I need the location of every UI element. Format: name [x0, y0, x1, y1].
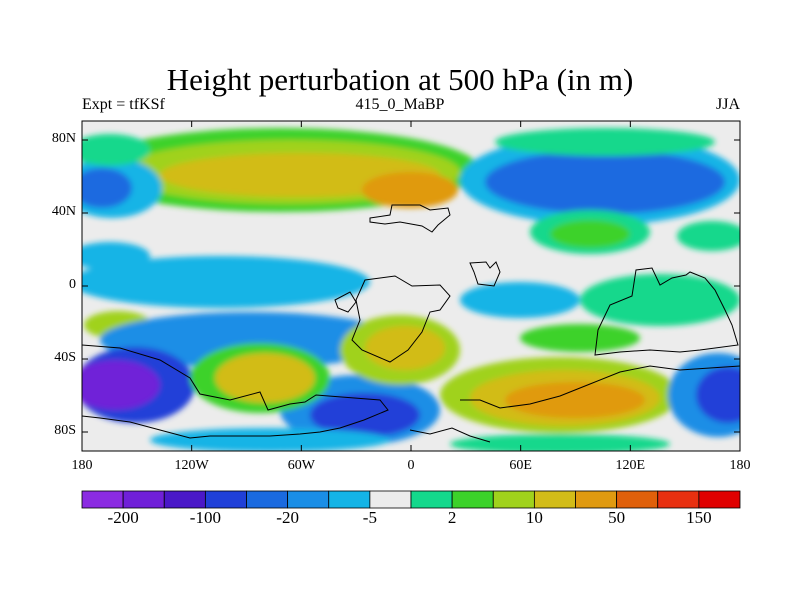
colorbar-label: -200 [107, 508, 139, 527]
contour-region [82, 242, 150, 270]
y-tick-label: 40N [51, 204, 76, 219]
y-tick-label: 80N [51, 131, 76, 146]
x-tick-label: 60E [509, 458, 532, 473]
x-tick-label: 60W [287, 458, 315, 473]
contour-region [450, 434, 670, 451]
colorbar-label: 10 [525, 508, 543, 527]
colorbar-label: 50 [608, 508, 626, 527]
colorbar-swatch [369, 490, 412, 509]
contour-region [520, 324, 640, 352]
colorbar-swatch [122, 490, 165, 509]
contour-region [150, 428, 390, 451]
contour-region [550, 220, 630, 248]
season-label: JJA [715, 96, 740, 113]
colorbar-swatch [328, 490, 371, 509]
colorbar-swatch [451, 490, 494, 509]
coastline [351, 275, 451, 363]
colorbar-swatch [287, 490, 330, 509]
colorbar [81, 490, 741, 509]
colorbar-swatch [492, 490, 535, 509]
x-tick-label: 180 [729, 458, 751, 473]
contour-region [215, 353, 315, 403]
y-axis-ticks [82, 139, 740, 433]
colorbar-swatch [410, 490, 453, 509]
contour-region [82, 256, 370, 308]
contour-region [100, 312, 400, 368]
contour-region [460, 282, 580, 318]
contour-region [505, 382, 645, 418]
coastline [460, 365, 740, 409]
contour-region [677, 221, 740, 251]
coastline [82, 344, 389, 439]
contour-region [82, 168, 132, 208]
colorbar-swatch [575, 490, 618, 509]
colorbar-swatch [657, 490, 700, 509]
colorbar-label: 2 [447, 508, 457, 527]
contour-region [82, 134, 150, 166]
coastline [409, 427, 491, 443]
contour-region [580, 274, 740, 326]
y-tick-label: 80S [54, 423, 76, 438]
x-tick-label: 120E [615, 458, 646, 473]
experiment-label: Expt = tfKSf [82, 96, 165, 113]
contour-region [365, 326, 445, 370]
contour-region [696, 367, 740, 423]
coastline [334, 291, 357, 313]
colorbar-label: -5 [362, 508, 377, 527]
coastline [594, 267, 739, 356]
x-tick-label: 180 [71, 458, 93, 473]
contour-region [485, 150, 725, 214]
contour-region [82, 360, 160, 410]
colorbar-swatch [246, 490, 289, 509]
colorbar-swatch [533, 490, 576, 509]
contour-field [82, 121, 740, 451]
y-tick-label: 0 [69, 277, 76, 292]
x-axis-ticks [81, 121, 741, 451]
y-tick-label: 40S [54, 350, 76, 365]
x-tick-label: 0 [407, 458, 415, 473]
contour-region [310, 393, 420, 437]
colorbar-swatch [698, 490, 741, 509]
colorbar-swatch [204, 490, 247, 509]
colorbar-swatch [616, 490, 659, 509]
coastlines [82, 204, 740, 443]
contour-region [362, 172, 458, 208]
colorbar-label: -100 [189, 508, 221, 527]
plot-title: Height perturbation at 500 hPa (in m) [166, 62, 634, 97]
colorbar-label: -20 [276, 508, 299, 527]
coastline [469, 261, 501, 287]
run-id-label: 415_0_MaBP [355, 96, 445, 113]
coastline [369, 204, 451, 233]
colorbar-swatch [81, 490, 124, 509]
x-tick-label: 120W [174, 458, 209, 473]
contour-region [495, 128, 715, 156]
colorbar-swatch [163, 490, 206, 509]
colorbar-label: 150 [686, 508, 712, 527]
